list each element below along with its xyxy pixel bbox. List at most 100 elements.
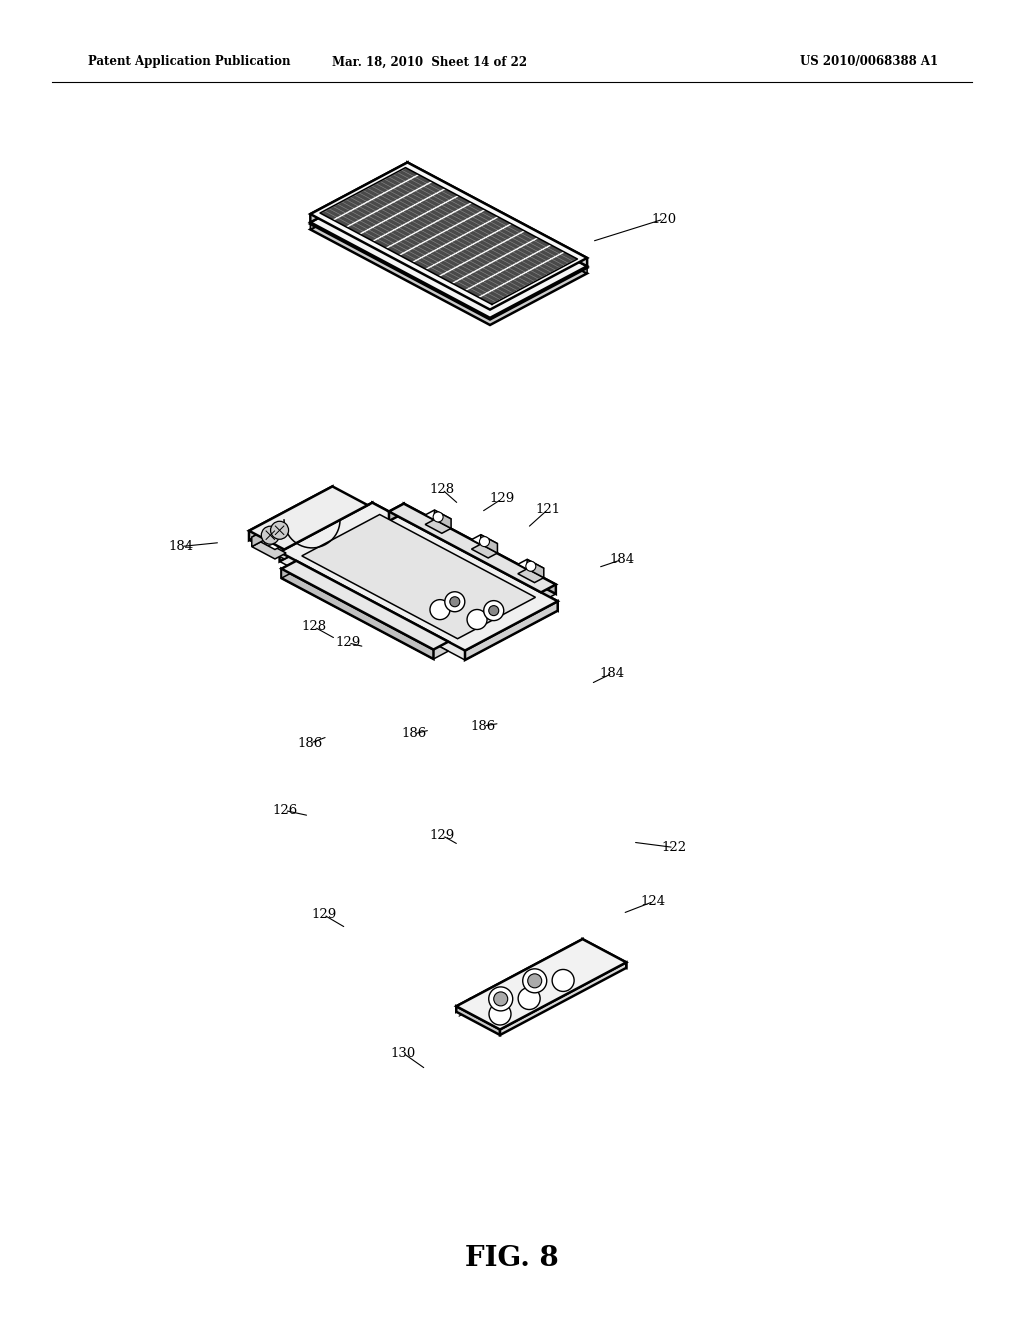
Polygon shape — [561, 252, 577, 260]
Polygon shape — [465, 206, 479, 214]
Polygon shape — [378, 195, 392, 203]
Circle shape — [525, 561, 536, 572]
Polygon shape — [412, 178, 426, 185]
Text: 130: 130 — [467, 997, 492, 1010]
Polygon shape — [430, 210, 444, 218]
Polygon shape — [510, 267, 524, 275]
Polygon shape — [449, 243, 463, 251]
Polygon shape — [522, 259, 538, 267]
Text: 129: 129 — [430, 829, 455, 842]
Polygon shape — [513, 249, 528, 257]
Polygon shape — [462, 249, 476, 257]
Polygon shape — [458, 265, 472, 273]
Polygon shape — [310, 173, 587, 319]
Circle shape — [433, 512, 443, 521]
Polygon shape — [436, 263, 451, 271]
Polygon shape — [447, 201, 462, 209]
Polygon shape — [443, 216, 458, 224]
Polygon shape — [535, 239, 550, 247]
Polygon shape — [392, 244, 407, 252]
Polygon shape — [438, 191, 453, 199]
Polygon shape — [505, 240, 519, 248]
Polygon shape — [493, 275, 507, 282]
Polygon shape — [404, 238, 420, 246]
Polygon shape — [518, 261, 532, 269]
Polygon shape — [500, 962, 627, 1035]
Circle shape — [527, 974, 542, 987]
Polygon shape — [429, 197, 444, 205]
Polygon shape — [492, 248, 507, 255]
Polygon shape — [375, 240, 389, 247]
Polygon shape — [457, 1006, 500, 1035]
Polygon shape — [389, 513, 556, 602]
Polygon shape — [482, 224, 497, 232]
Polygon shape — [457, 939, 627, 1030]
Polygon shape — [442, 203, 458, 211]
Text: Mar. 18, 2010  Sheet 14 of 22: Mar. 18, 2010 Sheet 14 of 22 — [333, 55, 527, 69]
Polygon shape — [326, 210, 340, 216]
Polygon shape — [335, 219, 349, 226]
Polygon shape — [385, 177, 400, 185]
Polygon shape — [505, 255, 519, 263]
Polygon shape — [389, 504, 556, 593]
Polygon shape — [422, 243, 437, 251]
Polygon shape — [339, 216, 353, 224]
Polygon shape — [425, 185, 439, 193]
Circle shape — [518, 987, 540, 1010]
Polygon shape — [330, 207, 345, 215]
Polygon shape — [418, 231, 432, 239]
Polygon shape — [470, 246, 484, 253]
Polygon shape — [461, 236, 476, 244]
Polygon shape — [365, 203, 379, 210]
Polygon shape — [361, 232, 376, 240]
Polygon shape — [280, 503, 373, 561]
Polygon shape — [359, 191, 375, 199]
Circle shape — [488, 606, 499, 615]
Circle shape — [494, 991, 508, 1006]
Polygon shape — [527, 271, 542, 279]
Polygon shape — [280, 503, 558, 651]
Text: 128: 128 — [302, 620, 327, 634]
Polygon shape — [449, 271, 464, 279]
Polygon shape — [252, 531, 286, 549]
Polygon shape — [471, 273, 485, 281]
Polygon shape — [474, 228, 488, 236]
Polygon shape — [482, 238, 498, 246]
Polygon shape — [504, 227, 519, 235]
Text: 129: 129 — [489, 492, 514, 506]
Polygon shape — [493, 289, 508, 297]
Polygon shape — [431, 265, 446, 273]
Polygon shape — [557, 255, 571, 263]
Polygon shape — [465, 219, 479, 227]
Polygon shape — [310, 178, 587, 325]
Polygon shape — [439, 247, 455, 255]
Polygon shape — [374, 213, 388, 219]
Polygon shape — [501, 271, 516, 279]
Text: FIG. 8: FIG. 8 — [465, 1245, 559, 1271]
Polygon shape — [425, 198, 440, 206]
Polygon shape — [386, 205, 401, 213]
Text: 124: 124 — [641, 895, 666, 908]
Polygon shape — [454, 281, 468, 289]
Circle shape — [489, 1003, 511, 1026]
Polygon shape — [484, 280, 499, 288]
Polygon shape — [343, 201, 357, 209]
Polygon shape — [517, 234, 532, 242]
Polygon shape — [387, 232, 401, 240]
Polygon shape — [418, 244, 432, 252]
Polygon shape — [429, 182, 443, 190]
Polygon shape — [502, 285, 516, 292]
Polygon shape — [379, 238, 393, 246]
Polygon shape — [408, 194, 423, 202]
Polygon shape — [462, 264, 476, 271]
Polygon shape — [434, 222, 450, 230]
Polygon shape — [583, 939, 627, 968]
Polygon shape — [416, 189, 431, 197]
Polygon shape — [369, 201, 384, 209]
Polygon shape — [412, 191, 427, 199]
Polygon shape — [487, 236, 502, 244]
Text: 130: 130 — [391, 1047, 416, 1060]
Polygon shape — [302, 515, 536, 639]
Polygon shape — [386, 191, 400, 199]
Polygon shape — [417, 216, 432, 224]
